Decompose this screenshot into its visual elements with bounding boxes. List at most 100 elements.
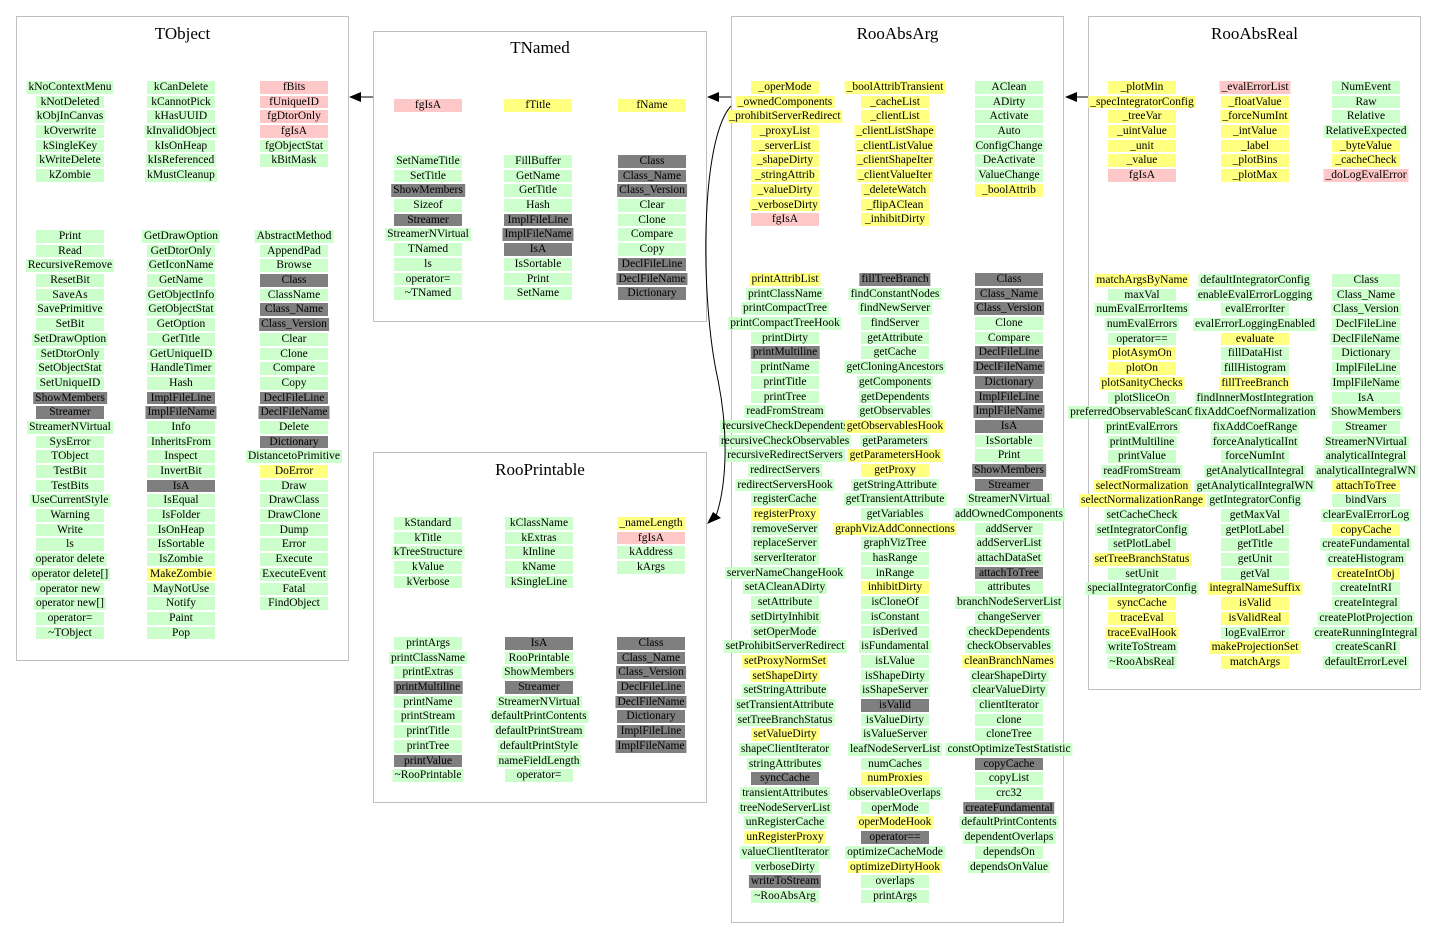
class-member[interactable]: ImplFileLine: [504, 213, 572, 228]
class-member[interactable]: TObject: [35, 449, 104, 464]
class-member[interactable]: Class: [259, 273, 328, 288]
class-member[interactable]: operator delete[]: [29, 567, 111, 582]
class-member[interactable]: Info: [146, 420, 215, 435]
class-member[interactable]: Class_Name: [617, 169, 686, 184]
class-member[interactable]: GetOption: [147, 317, 215, 332]
class-member[interactable]: Class_Version: [617, 183, 687, 198]
class-member[interactable]: fgIsA: [259, 124, 328, 139]
class-member[interactable]: Copy: [259, 376, 328, 391]
class-member[interactable]: operator=: [36, 611, 104, 626]
class-member[interactable]: ImplFileName: [502, 227, 574, 242]
class-member[interactable]: Hash: [146, 376, 215, 391]
class-member[interactable]: MayNotUse: [147, 582, 215, 597]
class-member[interactable]: kSingleKey: [36, 139, 104, 154]
class-member[interactable]: GetUniqueID: [147, 347, 215, 362]
class-member[interactable]: Execute: [259, 552, 328, 567]
class-member[interactable]: AppendPad: [259, 244, 328, 259]
class-member[interactable]: GetObjectStat: [146, 302, 216, 317]
class-member[interactable]: Clone: [259, 347, 328, 362]
class-member[interactable]: fgIsA: [393, 98, 462, 113]
class-member[interactable]: operator new[]: [33, 596, 106, 611]
class-member[interactable]: GetObjectInfo: [145, 288, 217, 303]
class-member[interactable]: kWriteDelete: [35, 153, 104, 168]
class-member[interactable]: GetDtorOnly: [147, 244, 215, 259]
class-member[interactable]: Streamer: [35, 405, 104, 420]
class-member[interactable]: TestBit: [36, 464, 104, 479]
class-member[interactable]: kZombie: [36, 168, 104, 183]
class-member[interactable]: kInvalidObject: [144, 124, 218, 139]
class-member[interactable]: DrawClone: [259, 508, 328, 523]
class-member[interactable]: ClassName: [259, 288, 328, 303]
class-member[interactable]: SavePrimitive: [35, 302, 105, 317]
class-member[interactable]: DrawClass: [260, 493, 328, 508]
class-member[interactable]: GetTitle: [146, 332, 215, 347]
class-member[interactable]: TestBits: [35, 479, 104, 494]
class-member[interactable]: DoError: [259, 464, 328, 479]
class-member[interactable]: ~TObject: [35, 626, 104, 641]
class-member[interactable]: DeclFileName: [258, 405, 330, 420]
class-member[interactable]: ShowMembers: [33, 391, 107, 406]
class-member[interactable]: Class_Version: [259, 317, 329, 332]
class-member[interactable]: SetUniqueID: [36, 376, 104, 391]
class-member[interactable]: Hash: [503, 198, 572, 213]
class-member[interactable]: UseCurrentStyle: [29, 493, 111, 508]
class-member[interactable]: SaveAs: [35, 288, 104, 303]
class-member[interactable]: DeclFileLine: [618, 257, 686, 272]
class-member[interactable]: ~TNamed: [394, 286, 462, 301]
class-member[interactable]: ExecuteEvent: [259, 567, 328, 582]
class-member[interactable]: Sizeof: [393, 198, 462, 213]
class-member[interactable]: kNotDeleted: [35, 95, 104, 110]
class-member[interactable]: Delete: [259, 420, 328, 435]
class-member[interactable]: ls: [393, 257, 462, 272]
class-member[interactable]: Clear: [618, 198, 686, 213]
class-member[interactable]: GetDrawOption: [141, 229, 221, 244]
class-member[interactable]: SetBit: [35, 317, 104, 332]
class-member[interactable]: GetName: [146, 273, 215, 288]
class-member[interactable]: SetDtorOnly: [36, 347, 104, 362]
class-member[interactable]: kObjInCanvas: [34, 109, 106, 124]
class-member[interactable]: fgDtorOnly: [259, 109, 328, 124]
class-member[interactable]: Paint: [146, 611, 215, 626]
class-member[interactable]: Pop: [147, 626, 215, 641]
class-member[interactable]: Clear: [260, 332, 328, 347]
class-member[interactable]: SetName: [504, 286, 572, 301]
class-member[interactable]: HandleTimer: [147, 361, 215, 376]
class-member[interactable]: TNamed: [393, 242, 462, 257]
class-member[interactable]: ls: [35, 537, 104, 552]
class-member[interactable]: kMustCleanup: [145, 168, 217, 183]
class-member[interactable]: MakeZombie: [146, 567, 215, 582]
class-member[interactable]: IsEqual: [146, 493, 215, 508]
class-member[interactable]: kStandard: [393, 516, 462, 531]
class-member[interactable]: Dictionary: [618, 286, 686, 301]
class-member[interactable]: Clone: [617, 213, 686, 228]
class-member[interactable]: DistancetoPrimitive: [246, 449, 342, 464]
class-member[interactable]: StreamerNVirtual: [385, 227, 471, 242]
class-member[interactable]: ResetBit: [36, 273, 104, 288]
class-member[interactable]: SetNameTitle: [394, 154, 462, 169]
class-member[interactable]: fgObjectStat: [260, 139, 328, 154]
class-member[interactable]: fBits: [260, 80, 328, 95]
class-member[interactable]: Class_Name: [259, 302, 328, 317]
class-member[interactable]: fName: [617, 98, 686, 113]
class-member[interactable]: Copy: [617, 242, 686, 257]
class-member[interactable]: kBitMask: [260, 153, 328, 168]
class-member[interactable]: AbstractMethod: [254, 229, 334, 244]
class-member[interactable]: kIsOnHeap: [147, 139, 215, 154]
class-member[interactable]: IsSortable: [146, 537, 215, 552]
class-member[interactable]: Draw: [259, 479, 328, 494]
class-member[interactable]: InvertBit: [147, 464, 215, 479]
class-member[interactable]: operator new: [35, 582, 104, 597]
class-member[interactable]: kIsReferenced: [145, 153, 217, 168]
class-member[interactable]: IsZombie: [146, 552, 215, 567]
class-member[interactable]: IsA: [504, 242, 572, 257]
class-member[interactable]: GetIconName: [146, 258, 216, 273]
class-member[interactable]: ImplFileName: [145, 405, 217, 420]
class-member[interactable]: IsOnHeap: [147, 523, 215, 538]
class-member[interactable]: DeclFileLine: [260, 391, 328, 406]
class-member[interactable]: IsSortable: [503, 257, 572, 272]
class-member[interactable]: Inspect: [147, 449, 215, 464]
class-member[interactable]: SetDrawOption: [31, 332, 109, 347]
class-member[interactable]: IsFolder: [147, 508, 215, 523]
class-member[interactable]: InheritsFrom: [147, 435, 215, 450]
class-member[interactable]: kNoContextMenu: [26, 80, 114, 95]
